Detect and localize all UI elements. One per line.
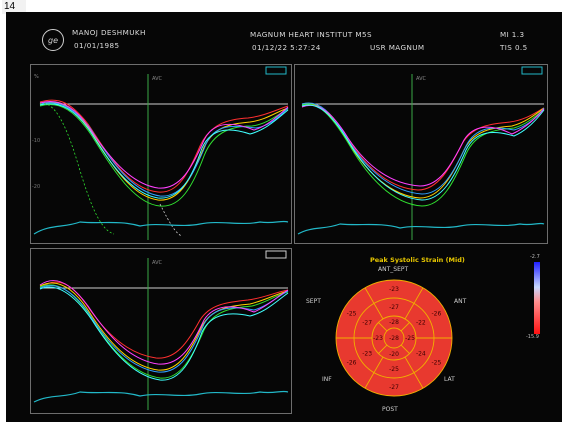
thermal-index: TIS 0.5 bbox=[500, 43, 528, 52]
label-lat: LAT bbox=[444, 376, 455, 383]
bullseye-segment-divider bbox=[404, 356, 424, 389]
institution-name: MAGNUM HEART INSTITUT M5S bbox=[250, 30, 372, 39]
strain-curve bbox=[301, 104, 545, 187]
bullseye-segment-divider bbox=[400, 344, 410, 354]
global-strain-curve bbox=[39, 103, 115, 235]
ecg-trace bbox=[33, 390, 289, 403]
segment-value: -24 bbox=[416, 351, 426, 358]
figure-number: 14 bbox=[2, 0, 26, 14]
global-strain-curve bbox=[159, 203, 183, 237]
segment-value: -25 bbox=[389, 366, 399, 373]
bullseye-segment-divider bbox=[364, 356, 384, 389]
strain-curve bbox=[39, 101, 289, 189]
avc-label: AVC bbox=[152, 260, 163, 266]
segment-value: -23 bbox=[373, 335, 383, 342]
strain-curve bbox=[39, 102, 289, 197]
bullseye-disc bbox=[336, 280, 452, 396]
segment-value: -20 bbox=[389, 351, 399, 358]
avc-label: AVC bbox=[152, 76, 163, 82]
axis-tick: -20 bbox=[32, 184, 40, 190]
strain-curve bbox=[39, 286, 289, 381]
strain-curve bbox=[39, 280, 289, 365]
strain-curve bbox=[39, 99, 289, 193]
segment-value: -27 bbox=[389, 304, 399, 311]
strain-curve bbox=[301, 102, 545, 199]
segment-value: -23 bbox=[362, 351, 372, 358]
strain-curve bbox=[39, 282, 289, 371]
segment-value: -25 bbox=[405, 335, 415, 342]
panel-marker-box bbox=[521, 66, 543, 75]
segment-value: -27 bbox=[362, 320, 372, 327]
bullseye-title: Peak Systolic Strain (Mid) bbox=[370, 256, 465, 264]
panel-marker-box bbox=[265, 66, 287, 75]
strain-curve bbox=[39, 285, 289, 373]
strain-curve bbox=[39, 103, 289, 199]
patient-name: MANOJ DESHMUKH bbox=[72, 28, 146, 37]
panel-frame bbox=[30, 64, 292, 244]
label-sept: SEPT bbox=[306, 298, 321, 305]
strain-curve bbox=[301, 102, 545, 195]
scale-top-value: -2.7 bbox=[530, 254, 540, 260]
label-inf: INF bbox=[322, 376, 332, 383]
scale-bottom-value: -15.9 bbox=[526, 334, 539, 340]
segment-value: -26 bbox=[347, 360, 357, 367]
ecg-trace bbox=[297, 222, 545, 235]
strain-curve bbox=[301, 104, 545, 201]
segment-value: -28 bbox=[389, 335, 399, 342]
bullseye-segment-divider bbox=[378, 322, 388, 332]
exam-datetime: 01/12/22 5:27:24 bbox=[252, 43, 321, 52]
bullseye-ring bbox=[383, 327, 405, 349]
bullseye-panel: Peak Systolic Strain (Mid) ANT_SEPT SEPT… bbox=[294, 248, 548, 414]
segment-value: -25 bbox=[432, 360, 442, 367]
axis-tick: -10 bbox=[32, 138, 40, 144]
bullseye-plot: -23-26-25-27-26-25-27-22-24-25-23-27 -28-… bbox=[335, 279, 453, 397]
strain-curve bbox=[39, 284, 289, 379]
label-ant: ANT bbox=[454, 298, 467, 305]
panel-marker-box bbox=[265, 250, 287, 259]
strain-curve-panel-top-left: AVC % -10 -20 bbox=[30, 64, 292, 244]
ultrasound-screen: ge MANOJ DESHMUKH 01/01/1985 MAGNUM HEAR… bbox=[6, 12, 562, 422]
mechanical-index: MI 1.3 bbox=[500, 30, 525, 39]
bullseye-segment-divider bbox=[400, 322, 410, 332]
bullseye-segment-divider bbox=[378, 344, 388, 354]
strain-curve-panel-top-right: AVC bbox=[294, 64, 548, 244]
strain-curve bbox=[39, 104, 289, 207]
avc-label: AVC bbox=[416, 76, 427, 82]
strain-curve-panel-bottom-left: AVC bbox=[30, 248, 292, 414]
label-ant-sept: ANT_SEPT bbox=[378, 266, 409, 273]
strain-curve bbox=[301, 103, 545, 207]
segment-value: -27 bbox=[389, 384, 399, 391]
panel-frame bbox=[30, 248, 292, 414]
user-label: USR MAGNUM bbox=[370, 43, 425, 52]
patient-dob: 01/01/1985 bbox=[74, 41, 120, 50]
bullseye-segment-divider bbox=[404, 287, 424, 320]
strain-curve bbox=[39, 101, 289, 201]
axis-label: % bbox=[34, 74, 39, 80]
segment-value: -26 bbox=[432, 311, 442, 318]
label-post: POST bbox=[382, 406, 398, 413]
bullseye-segment-divider bbox=[364, 287, 384, 320]
segment-value: -25 bbox=[347, 311, 357, 318]
segment-value: -28 bbox=[389, 319, 399, 326]
strain-curve bbox=[301, 104, 545, 191]
segment-value: -22 bbox=[416, 320, 426, 327]
panel-frame bbox=[294, 64, 548, 244]
color-scale-bar bbox=[534, 262, 540, 334]
ecg-trace bbox=[33, 220, 289, 235]
segment-value: -23 bbox=[389, 286, 399, 293]
ge-logo-icon: ge bbox=[42, 29, 64, 51]
